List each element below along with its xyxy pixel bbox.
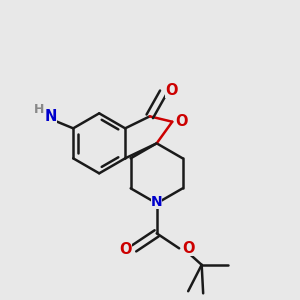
- Text: N: N: [151, 195, 163, 209]
- Text: H: H: [34, 103, 45, 116]
- Text: O: O: [120, 242, 132, 257]
- Text: O: O: [182, 242, 195, 256]
- Text: N: N: [45, 109, 57, 124]
- Text: O: O: [176, 114, 188, 129]
- Text: O: O: [165, 83, 178, 98]
